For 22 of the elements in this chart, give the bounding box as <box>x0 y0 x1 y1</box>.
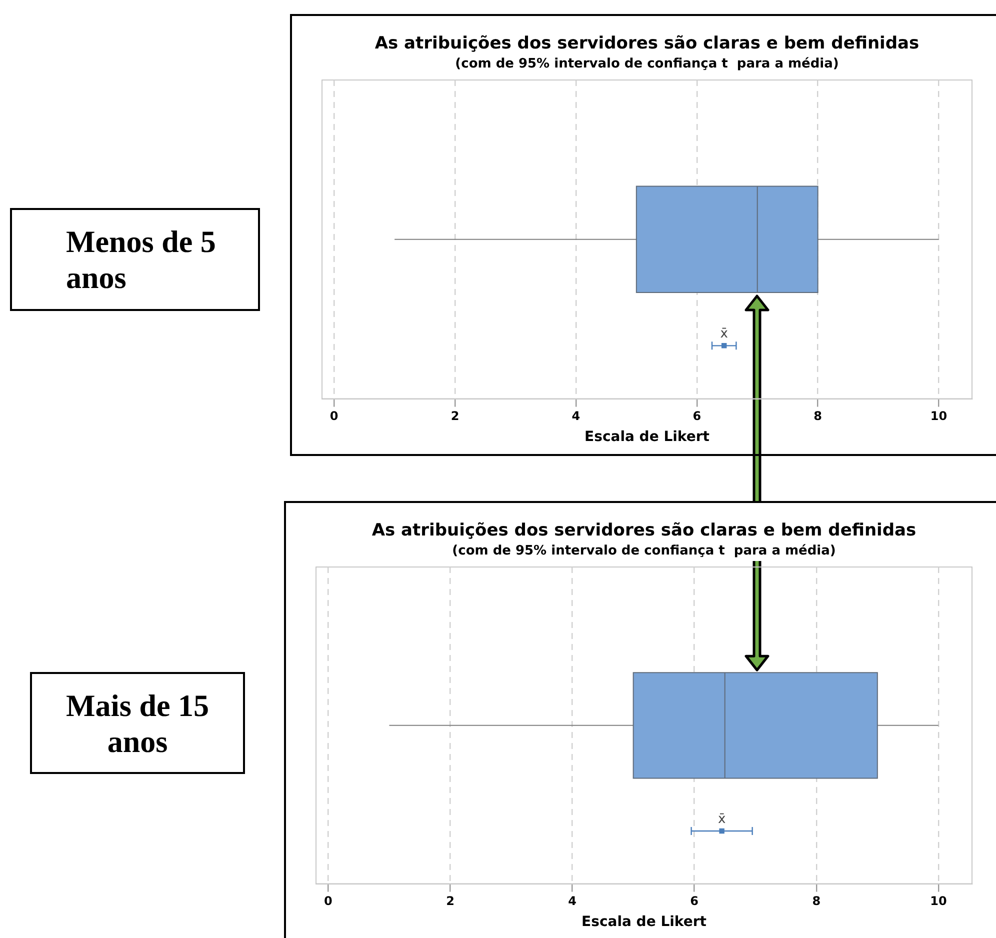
x-tick-label: 10 <box>930 894 947 908</box>
x-axis-title: Escala de Likert <box>584 429 710 446</box>
x-tick-label: 4 <box>568 894 576 908</box>
x-axis-title: Escala de Likert <box>582 914 707 930</box>
chart-title: As atribuições dos servidores são claras e bem definidas <box>372 520 916 541</box>
x-tick-label: 2 <box>450 409 460 424</box>
x-tick-label: 8 <box>814 409 822 424</box>
x-tick-label: 6 <box>690 894 699 908</box>
x-tick-label: 0 <box>330 409 338 424</box>
text: Menos de 5 anos <box>10 208 260 311</box>
x-tick-label: 0 <box>324 894 332 908</box>
x-tick-label: 8 <box>812 894 821 908</box>
x-tick-label: 2 <box>446 894 454 908</box>
chart-title: As atribuições dos servidores são claras e bem definidas <box>374 34 920 54</box>
chart-subtitle: (com de 95% intervalo de confiança t para a média) <box>455 56 839 72</box>
x-tick-label: 10 <box>930 409 948 424</box>
x-tick-label: 6 <box>692 409 702 424</box>
chart-subtitle: (com de 95% intervalo de confiança t para a média) <box>452 544 836 559</box>
annotation: x̄ <box>720 326 728 342</box>
x-tick-label: 4 <box>572 409 580 424</box>
text: Mais de 15 anos <box>30 672 245 774</box>
annotation: x̄ <box>718 812 726 827</box>
